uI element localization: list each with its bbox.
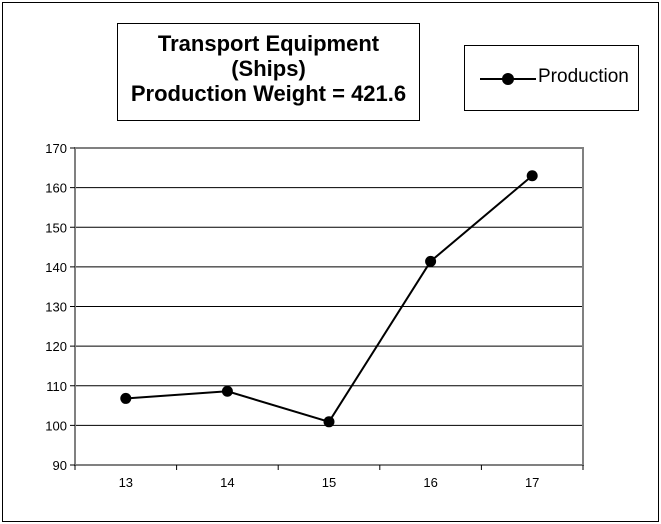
data-point-14 xyxy=(221,385,233,397)
chart-title-line-3: Production Weight = 421.6 xyxy=(130,81,407,106)
data-point-17 xyxy=(526,170,538,182)
series-group xyxy=(120,170,538,428)
x-tick-label-13: 13 xyxy=(119,475,133,490)
legend-circle-marker-icon xyxy=(502,73,514,85)
x-tick-label-16: 16 xyxy=(423,475,437,490)
chart-title-line-2: (Ships) xyxy=(231,56,306,81)
y-axis-ticks: 90 100 110 120 130 140 150 160 170 xyxy=(45,141,75,473)
legend: Production xyxy=(464,45,639,111)
y-tick-label-170: 170 xyxy=(45,141,67,156)
y-tick-label-100: 100 xyxy=(45,418,67,433)
chart-title-box: Transport Equipment (Ships) Production W… xyxy=(117,23,420,121)
y-tick-label-130: 130 xyxy=(45,300,67,315)
grid-lines xyxy=(75,187,583,426)
y-tick-label-140: 140 xyxy=(45,260,67,275)
y-tick-label-120: 120 xyxy=(45,339,67,354)
x-axis-ticks: 13 14 15 16 17 xyxy=(74,465,584,490)
series-line-0 xyxy=(125,174,533,423)
data-point-15 xyxy=(323,416,335,428)
data-point-16 xyxy=(425,255,437,267)
y-tick-label-160: 160 xyxy=(45,181,67,196)
legend-label: Production xyxy=(538,66,629,87)
y-tick-label-110: 110 xyxy=(46,379,67,394)
x-tick-label-15: 15 xyxy=(322,475,336,490)
x-tick-label-17: 17 xyxy=(525,475,539,490)
y-tick-label-150: 150 xyxy=(45,220,67,235)
y-tick-label-90: 90 xyxy=(53,458,67,473)
data-point-13 xyxy=(120,392,132,404)
chart-title-line-1: Transport Equipment xyxy=(157,31,380,56)
x-tick-label-14: 14 xyxy=(220,475,234,490)
